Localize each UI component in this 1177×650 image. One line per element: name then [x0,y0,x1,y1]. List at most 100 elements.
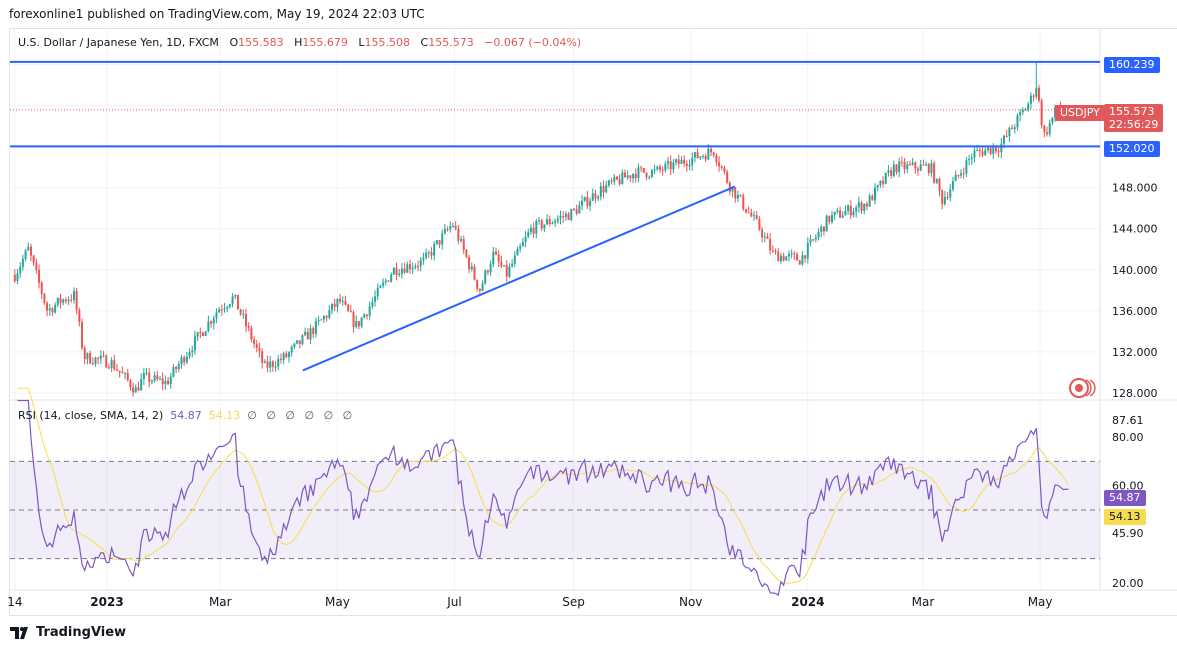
candle-body [943,196,946,205]
candle-body [957,174,960,176]
reset-chart-icon[interactable] [1068,376,1098,400]
candle-body [540,220,543,229]
time-tick-label: May [325,595,350,609]
candle-body [59,297,62,303]
tradingview-logo[interactable]: TradingView [10,625,126,640]
candle-body [83,347,86,360]
tv-logo-icon [10,626,28,639]
candle-body [728,182,731,192]
candle-body [107,367,110,369]
price-tick-label: 144.000 [1112,223,1158,236]
candle-body [954,174,957,182]
candle-body [855,207,858,212]
candle-body [774,250,777,252]
rsi-tick-label: 80.00 [1112,431,1144,444]
candle-body [796,254,799,261]
candle-body [653,169,656,171]
candle-body [793,253,796,255]
candle-body [575,209,578,214]
candle-body [607,180,610,186]
candle-body [465,249,468,258]
candle-body [129,380,132,388]
candle-body [70,299,73,301]
candle-body [231,296,234,305]
candle-body [314,321,317,334]
candle-body [236,294,239,310]
candle-body [634,173,637,179]
candle-body [1037,87,1040,101]
candle-body [1019,112,1022,116]
candle-body [938,178,941,191]
candle-body [900,161,903,163]
candle-body [809,239,812,243]
candle-body [419,260,422,267]
candle-body [707,148,710,160]
rsi-title[interactable]: RSI (14, close, SMA, 14, 2) [18,409,164,422]
candle-body [844,210,847,216]
candle-body [215,312,218,319]
candle-body [290,346,293,353]
candle-body [202,332,204,336]
candle-body [134,387,137,393]
candle-body [457,228,460,241]
candle-body [769,239,772,251]
candle-body [675,159,678,163]
candle-body [97,357,100,359]
candle-body [196,332,199,337]
price-tag: 155.573 22:56:29 [1104,104,1164,132]
candle-body [925,164,928,166]
candle-body [812,239,815,241]
candle-body [1035,87,1038,97]
candle-body [640,167,643,169]
candle-body [978,150,981,152]
candle-body [193,336,196,351]
candle-body [782,255,785,261]
candle-body [704,156,707,160]
candle-body [650,170,653,177]
candle-body [847,205,850,211]
candle-body [1024,109,1027,111]
candle-body [908,164,911,166]
candle-body [535,220,538,234]
candle-body [559,216,562,219]
candle-body [172,366,175,377]
candle-body [13,274,16,282]
time-tick-label: Mar [912,595,935,609]
candle-body [199,332,202,334]
candle-body [833,211,836,216]
candle-body [610,180,613,182]
candle-body [298,340,301,345]
candle-body [984,150,987,156]
candle-body [1003,135,1006,144]
candle-body [494,251,497,255]
candle-body [962,173,965,175]
candle-body [946,196,949,198]
candle-body [968,159,971,161]
candle-body [328,310,331,318]
candle-body [500,261,503,267]
candle-body [664,163,667,171]
candle-body [685,163,688,166]
candle-body [312,328,315,334]
candle-body [336,298,339,307]
candle-body [1027,103,1030,110]
candle-body [379,285,382,288]
candle-body [960,173,963,176]
candle-body [884,172,887,184]
candle-body [903,161,906,170]
candle-body [519,246,522,249]
candle-body [1008,127,1011,136]
high-label: H [294,36,303,49]
symbol-title[interactable]: U.S. Dollar / Japanese Yen, 1D, FXCM [18,36,219,49]
candle-body [672,162,675,170]
candle-body [661,169,664,171]
candle-body [250,327,253,340]
candle-body [476,279,479,289]
candle-body [624,172,627,178]
candle-body [78,310,81,323]
high-value: 155.679 [302,36,348,49]
candle-body [986,147,989,151]
candle-body [997,151,1000,153]
candle-body [642,167,645,173]
